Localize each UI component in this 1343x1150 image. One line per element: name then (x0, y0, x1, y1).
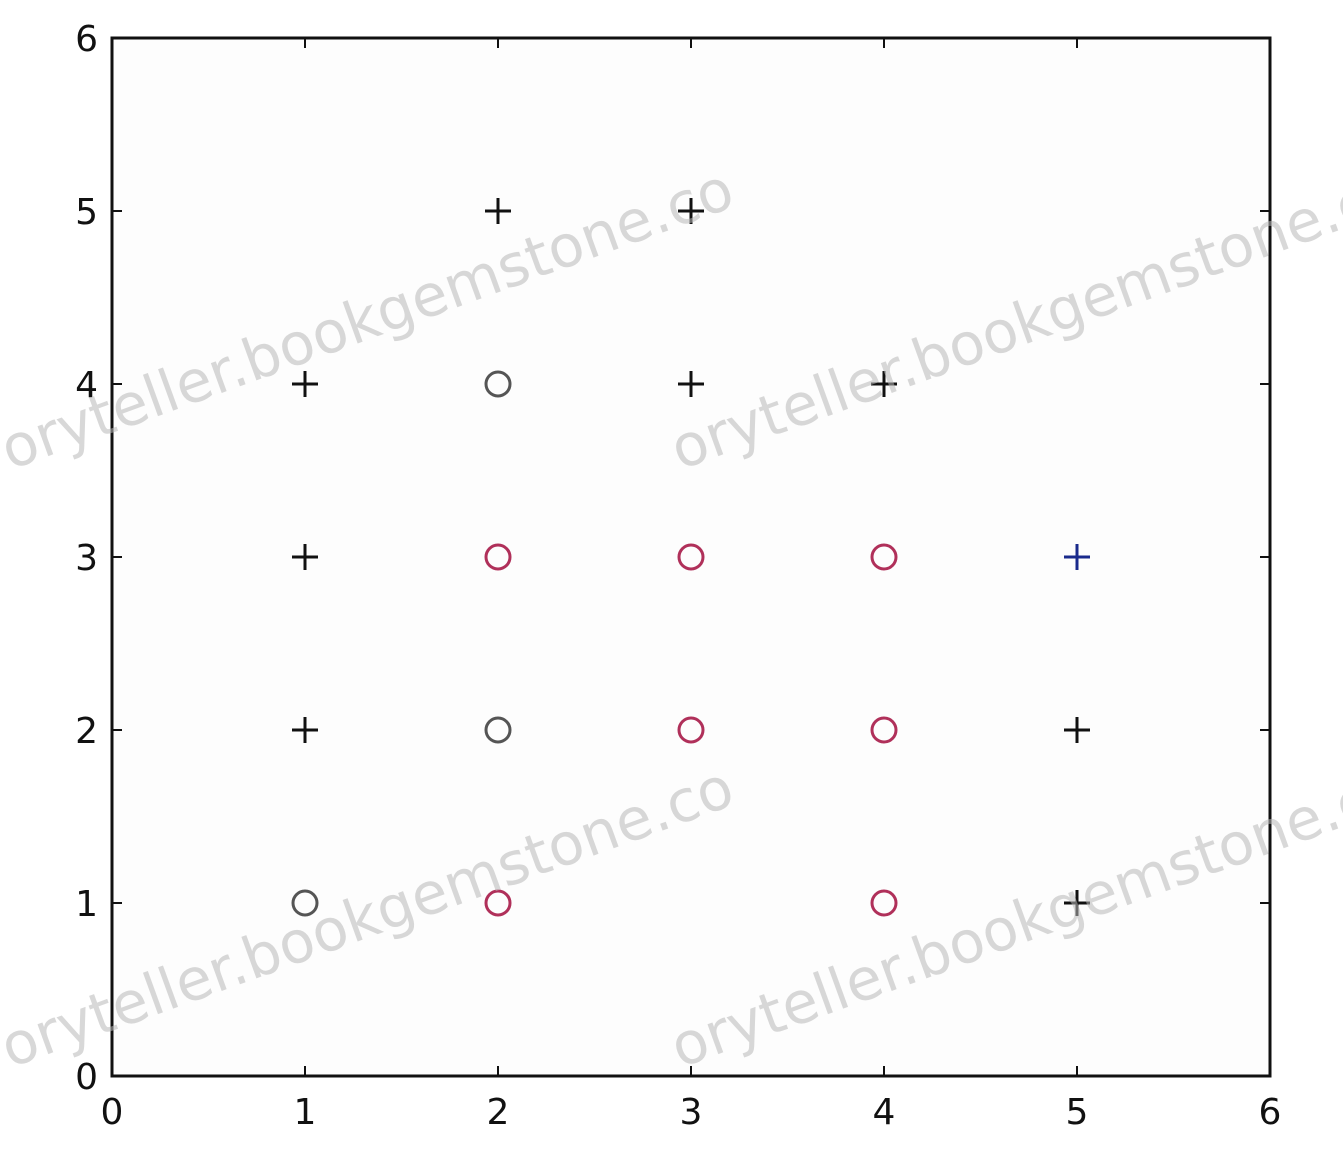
plus-marker (1064, 717, 1090, 743)
x-axis-tick-labels: 0 1 2 3 4 5 6 (101, 1092, 1282, 1133)
plus-marker (678, 198, 704, 224)
circle-marker (484, 716, 512, 744)
y-axis-tick-labels: 0 1 2 3 4 5 6 (75, 19, 98, 1098)
circle-marker (677, 543, 705, 571)
data-points (291, 198, 1090, 917)
y-tick-label: 2 (75, 711, 98, 752)
x-tick-label: 4 (873, 1092, 896, 1133)
x-tick-label: 5 (1066, 1092, 1089, 1133)
plus-marker (292, 544, 318, 570)
plus-marker (871, 371, 897, 397)
plus-marker (292, 371, 318, 397)
circle-marker (870, 716, 898, 744)
y-tick-label: 0 (75, 1057, 98, 1098)
x-tick-label: 0 (101, 1092, 124, 1133)
circle-marker (484, 370, 512, 398)
y-tick-label: 1 (75, 884, 98, 925)
plus-marker (1064, 544, 1090, 570)
plus-marker (292, 717, 318, 743)
circle-marker (484, 889, 512, 917)
circle-marker (291, 889, 319, 917)
y-tick-label: 6 (75, 19, 98, 60)
plus-marker (678, 371, 704, 397)
axis-ticks (111, 37, 1271, 1077)
plus-marker (1064, 890, 1090, 916)
circle-marker (484, 543, 512, 571)
x-tick-label: 6 (1259, 1092, 1282, 1133)
x-tick-label: 1 (294, 1092, 317, 1133)
x-tick-label: 2 (487, 1092, 510, 1133)
circle-marker (870, 889, 898, 917)
circle-marker (677, 716, 705, 744)
x-tick-label: 3 (680, 1092, 703, 1133)
circle-marker (870, 543, 898, 571)
y-tick-label: 5 (75, 192, 98, 233)
plus-marker (485, 198, 511, 224)
y-tick-label: 4 (75, 365, 98, 406)
y-tick-label: 3 (75, 538, 98, 579)
